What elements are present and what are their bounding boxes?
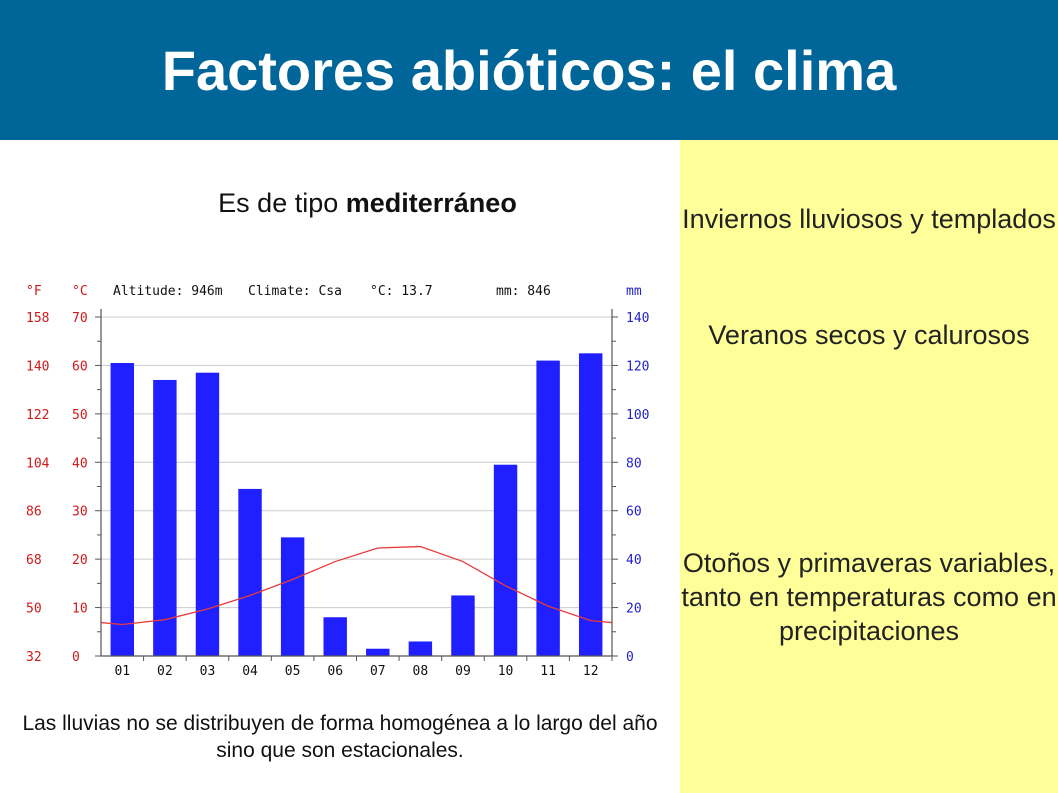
tick-label-c: 50 [72, 408, 88, 423]
month-label-09: 09 [455, 664, 471, 679]
tick-label-mm: 120 [626, 359, 649, 374]
tick-label-f: 140 [26, 359, 49, 374]
tick-label-mm: 0 [626, 650, 634, 665]
left-axis-unit-c: °C [72, 284, 88, 299]
title-banner: Factores abióticos: el clima [0, 0, 1058, 140]
precip-bar-03 [195, 372, 220, 656]
tick-label-f: 68 [26, 553, 42, 568]
tick-label-f: 50 [26, 602, 42, 617]
month-label-03: 03 [200, 664, 216, 679]
precip-bar-02 [153, 379, 177, 656]
chart-total-precip: mm: 846 [496, 284, 551, 299]
chart-subtitle: Es de tipo mediterráneo [0, 188, 735, 219]
month-label-10: 10 [498, 664, 514, 679]
temperature-line [100, 545, 613, 626]
precip-bar-05 [280, 537, 305, 656]
tick-label-f: 32 [26, 650, 42, 665]
precip-bar-10 [493, 464, 518, 656]
precip-bar-06 [323, 617, 347, 656]
tick-label-mm: 140 [626, 311, 649, 326]
precip-bar-11 [536, 360, 560, 656]
precip-bar-09 [451, 595, 475, 656]
tick-label-c: 0 [72, 650, 80, 665]
slide-title: Factores abióticos: el clima [161, 38, 897, 102]
tick-label-c: 10 [72, 602, 88, 617]
tick-label-mm: 40 [626, 553, 642, 568]
precip-bar-07 [366, 648, 390, 656]
chart-climate: Climate: Csa [248, 284, 342, 299]
precip-bar-12 [578, 353, 603, 656]
tick-label-mm: 60 [626, 505, 642, 520]
tick-label-mm: 100 [626, 408, 649, 423]
month-label-12: 12 [583, 664, 599, 679]
tick-label-f: 104 [26, 456, 50, 471]
left-axis-unit-f: °F [26, 284, 42, 299]
precip-bar-08 [408, 641, 433, 656]
point-winters: Inviernos lluviosos y templados [682, 204, 1056, 234]
tick-label-f: 158 [26, 311, 49, 326]
chart-altitude: Altitude: 946m [113, 284, 223, 299]
climate-chart: °F °C Altitude: 946m Climate: Csa °C: 13… [26, 284, 649, 679]
month-label-11: 11 [540, 664, 556, 679]
tick-label-c: 30 [72, 505, 88, 520]
tick-label-c: 70 [72, 311, 88, 326]
tick-label-c: 60 [72, 359, 88, 374]
chart-caption: Las lluvias no se distribuyen de forma h… [22, 712, 658, 762]
precip-bar-01 [110, 363, 135, 656]
month-label-01: 01 [114, 664, 130, 679]
month-label-08: 08 [413, 664, 429, 679]
tick-label-f: 122 [26, 408, 49, 423]
right-axis-unit: mm [626, 284, 642, 299]
point-summers: Veranos secos y calurosos [708, 320, 1030, 350]
tick-label-f: 86 [26, 505, 42, 520]
tick-label-c: 20 [72, 553, 88, 568]
month-label-04: 04 [242, 664, 258, 679]
month-label-07: 07 [370, 664, 386, 679]
tick-label-mm: 80 [626, 456, 642, 471]
point-autumn-spring: Otoños y primaveras variables, tanto en … [681, 548, 1057, 646]
subtitle-prefix: Es de tipo [218, 188, 346, 218]
chart-mean-temp: °C: 13.7 [370, 284, 433, 299]
month-label-06: 06 [327, 664, 343, 679]
month-label-02: 02 [157, 664, 173, 679]
month-label-05: 05 [285, 664, 301, 679]
tick-label-mm: 20 [626, 602, 642, 617]
tick-label-c: 40 [72, 456, 88, 471]
climate-summary-panel: Inviernos lluviosos y templados Veranos … [680, 140, 1058, 793]
precip-bar-04 [238, 488, 262, 656]
subtitle-climate-type: mediterráneo [345, 188, 517, 218]
